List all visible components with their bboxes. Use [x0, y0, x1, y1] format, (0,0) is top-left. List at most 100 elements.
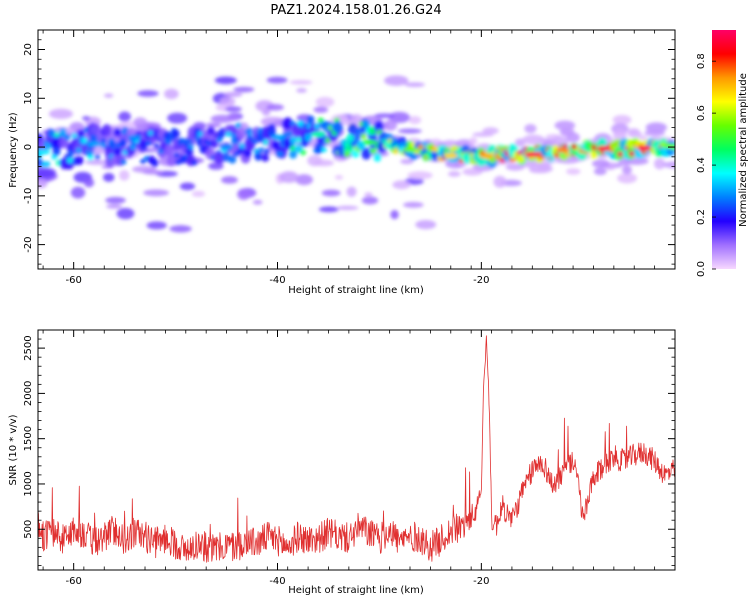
spectrogram-ridge-cell [191, 159, 198, 166]
spectrogram-ridge-cell [222, 152, 231, 162]
spectrogram-patch [554, 120, 576, 131]
y-tick-label: 20 [23, 43, 34, 56]
spectrogram-patch [103, 172, 115, 182]
spectrogram-ridge-cell [347, 123, 358, 136]
spectrogram-ridge-cell [321, 146, 328, 153]
spectrogram-ridge-cell [166, 154, 177, 167]
spectrogram-patch [191, 190, 206, 198]
y-tick-label: -20 [23, 236, 34, 252]
spectrogram-patch [313, 106, 329, 113]
spectrogram-patch [403, 201, 424, 208]
spectrogram-ridge-cell [64, 134, 71, 141]
spectrogram-ridge-cell [175, 159, 182, 166]
spectrogram-patch [307, 155, 323, 167]
colorbar-tick-label: 0.2 [696, 209, 707, 225]
spectrogram-ridge-cell [129, 144, 136, 151]
figure-title: PAZ1.2024.158.01.26.G24 [270, 3, 441, 18]
spectrogram-peak [525, 151, 540, 157]
spectrogram-patch [252, 199, 263, 205]
spectrogram-peak [479, 153, 494, 159]
spectrogram-patch [315, 96, 335, 108]
spectrogram-ridge-cell [356, 141, 365, 151]
spectrogram-ridge-cell [101, 123, 112, 136]
spectrogram-patch [266, 76, 288, 84]
spectrogram-patch [392, 180, 411, 190]
spectrogram-ridge-cell [44, 161, 51, 167]
spectrogram-peak [362, 139, 377, 145]
x-tick-label: -40 [269, 576, 285, 587]
spectrogram-ridge-cell [53, 131, 60, 138]
spectrogram-ridge-cell [147, 130, 154, 136]
snr-x-label: Height of straight line (km) [288, 585, 424, 596]
spectrogram-ridge-cell [264, 148, 271, 154]
spectrogram-ridge-cell [289, 135, 298, 145]
spectrogram-peak [127, 134, 142, 140]
spectrogram-patch [627, 128, 640, 134]
spectrogram-patch [384, 75, 409, 86]
spectrogram-patch [397, 128, 422, 134]
spectrogram-patch [408, 115, 422, 125]
spectrogram-ridge-cell [282, 117, 293, 130]
spectrogram-ridge-cell [313, 123, 320, 130]
spectrogram-ridge-cell [362, 119, 371, 129]
snr-y-axis: 500 1000 1500 2000 2500 [23, 329, 675, 566]
colorbar: 0.0 0.2 0.4 0.6 0.8 Normalized spectral ampl… [696, 30, 749, 277]
spectrogram-ridge-cell [361, 147, 372, 160]
x-tick-label: -20 [473, 576, 489, 587]
spectrogram-ridge-cell [294, 144, 303, 153]
spectrogram-patch [260, 116, 286, 127]
spectrogram-ridge-cell [145, 140, 152, 147]
spectrogram-ridge-cell [163, 143, 174, 156]
spectrogram-ridge-cell [317, 117, 324, 124]
spectrogram-patch [613, 129, 627, 141]
spectrogram-ridge-cell [83, 126, 90, 133]
spectrogram-ridge-cell [173, 152, 180, 158]
colorbar-label: Normalized spectral amplitude [738, 73, 749, 227]
spectrogram-patch [653, 158, 666, 170]
spectrogram-ridge-cell [296, 137, 303, 143]
spectrogram-patch [262, 109, 271, 116]
spectrogram-patch [400, 158, 414, 165]
y-tick-label: 10 [23, 92, 34, 105]
y-tick-label: 0 [23, 144, 34, 150]
spectrogram-ridge-cell [206, 126, 215, 136]
spectrogram-ridge-cell [218, 132, 225, 139]
spectrogram-patch [167, 112, 188, 124]
spectrogram-y-label: Frequency (Hz) [8, 112, 19, 188]
spectrogram-ridge-cell [119, 138, 128, 147]
snr-panel: -60 -40 -20 500 1000 1500 2000 2500 Height of … [8, 329, 676, 596]
spectrogram-patch [279, 171, 299, 183]
colorbar-axis: 0.0 0.2 0.4 0.6 0.8 [696, 53, 716, 277]
colorbar-tick-label: 0.4 [696, 157, 707, 173]
spectrogram-patch [228, 113, 240, 122]
spectrogram-ridge-cell [263, 139, 270, 146]
spectrogram-ridge-cell [76, 129, 85, 139]
spectrogram-ridge-cell [100, 142, 107, 149]
spectrogram-patch [214, 76, 237, 85]
spectrogram-ridge-cell [306, 115, 315, 125]
spectrogram-patch [116, 208, 135, 220]
spectrogram-patch [612, 115, 632, 125]
spectrogram-patch [106, 204, 123, 209]
spectrogram-patch [146, 221, 167, 230]
spectrogram-patch [169, 225, 192, 233]
spectrogram-ridge-cell [333, 121, 344, 134]
spectrogram-ridge-cell [66, 157, 73, 164]
spectrogram-ridge-cell [71, 132, 78, 139]
spectrogram-patch [350, 114, 363, 123]
spectrogram-ridge-cell [214, 151, 225, 164]
spectrogram-peak [403, 146, 418, 153]
spectrogram-patch [593, 167, 607, 176]
spectrogram-ridge-cell [235, 122, 242, 129]
spectrogram-patch [142, 169, 163, 175]
spectrogram-patch [383, 119, 398, 131]
spectrogram-patch [133, 117, 148, 128]
y-tick-label: 2000 [23, 381, 34, 406]
spectrogram-y-axis: -20 -10 0 10 20 [23, 29, 675, 265]
spectrogram-patch [206, 122, 222, 128]
spectrogram-patch [318, 206, 339, 213]
spectrogram-patch [566, 168, 581, 175]
spectrogram-ridge-cell [113, 127, 122, 137]
spectrogram-ridge-cell [256, 133, 265, 142]
spectrogram-blobs [38, 75, 675, 233]
